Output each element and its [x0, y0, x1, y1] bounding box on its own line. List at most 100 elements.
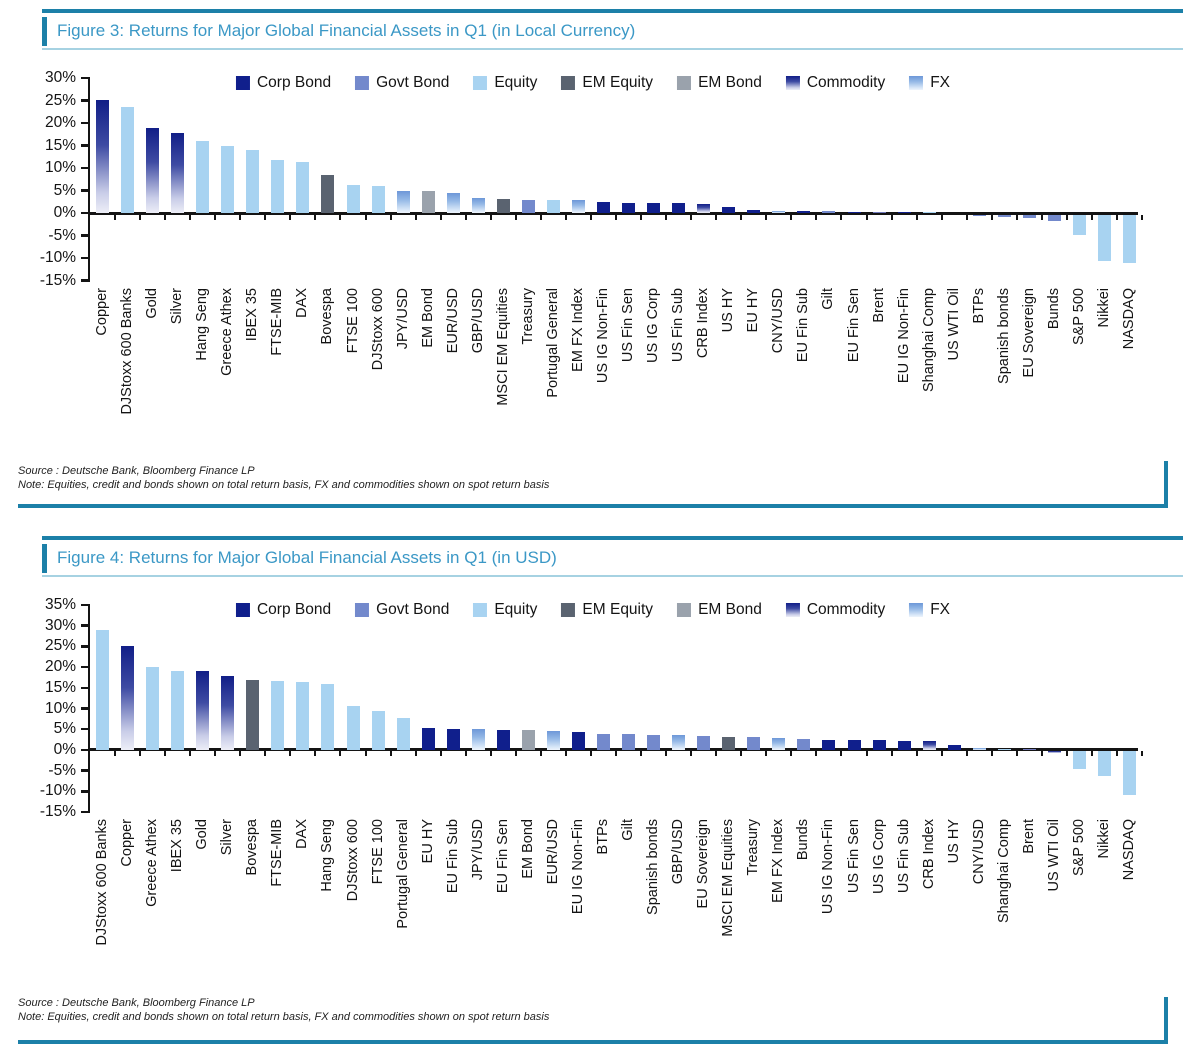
x-axis-tick	[514, 214, 517, 220]
bar-nasdaq	[1123, 751, 1137, 795]
legend-swatch-fx	[909, 603, 924, 617]
x-axis-tick	[1116, 214, 1119, 220]
legend-label: EM Equity	[582, 601, 654, 618]
legend-swatch-fx	[909, 76, 924, 90]
bar-gbp-usd	[672, 735, 686, 750]
y-axis-tick	[81, 99, 90, 102]
y-axis-tick-label: -10%	[39, 782, 76, 800]
y-axis-tick	[81, 211, 90, 215]
bar-btps	[597, 733, 610, 750]
x-axis-tick	[1090, 214, 1093, 220]
legend-swatch-corp_bond	[235, 76, 250, 90]
x-axis-label: CNY/USD	[770, 287, 787, 353]
legend-swatch-commodity	[785, 603, 800, 617]
bar-eu-fin-sen	[496, 729, 510, 750]
x-axis-label: Gold	[194, 819, 211, 850]
x-axis-tick	[865, 751, 868, 757]
y-axis-tick-label: 15%	[44, 136, 76, 154]
bar-djstoxx-600	[371, 186, 385, 213]
x-axis-tick	[1090, 751, 1093, 757]
legend-label: FX	[930, 74, 951, 91]
x-axis-tick	[239, 751, 242, 757]
bar-hang-seng	[196, 140, 210, 213]
legend-label: Govt Bond	[376, 74, 450, 91]
x-axis-tick	[690, 214, 693, 220]
bar-eur-usd	[546, 730, 560, 750]
x-axis-label: EU IG Non-Fin	[895, 287, 912, 383]
y-axis-tick-label: -5%	[48, 226, 76, 244]
bar-crb-index	[922, 741, 936, 750]
bar-hang-seng	[321, 684, 335, 750]
x-axis-label: FTSE 100	[344, 287, 361, 353]
x-axis-tick	[264, 214, 267, 220]
y-axis-tick-label: 30%	[44, 69, 76, 86]
bar-s-p-500	[1072, 751, 1086, 769]
x-axis-tick	[439, 751, 442, 757]
x-axis-label: NASDAQ	[1121, 287, 1138, 349]
bar-gold	[146, 127, 160, 213]
x-axis-label: FTSE 100	[369, 819, 386, 885]
x-axis-label: JPY/USD	[469, 819, 486, 881]
x-axis-tick	[289, 751, 292, 757]
bar-brent	[872, 212, 886, 213]
x-axis-tick	[214, 751, 217, 757]
x-axis-label: Greece Athex	[144, 819, 161, 907]
bar-copper	[121, 646, 135, 750]
x-axis-tick	[1040, 214, 1043, 220]
x-axis-tick	[615, 214, 618, 220]
bar-em-fx-index	[772, 738, 786, 750]
y-axis-tick	[81, 624, 90, 627]
title-accent-bar	[42, 544, 47, 573]
legend-label: Equity	[494, 74, 538, 91]
bar-us-ig-non-fin	[597, 202, 610, 213]
bar-nasdaq	[1123, 214, 1137, 263]
x-axis-tick	[189, 214, 192, 220]
figure3-chart: Corp Bond Govt Bond Equity EM Equity EM Bond…	[0, 58, 1186, 458]
x-axis-tick	[114, 751, 117, 757]
x-axis-tick	[1015, 214, 1018, 220]
y-axis-tick-label: 20%	[44, 658, 76, 676]
y-axis-tick-label: 5%	[53, 720, 76, 738]
x-axis-label: EU Fin Sen	[845, 287, 862, 362]
x-axis-tick	[815, 214, 818, 220]
x-axis-label: IBEX 35	[169, 819, 186, 873]
bar-ftse-100	[346, 185, 360, 213]
bar-em-fx-index	[571, 200, 585, 213]
x-axis-label: CRB Index	[695, 287, 712, 358]
x-axis-tick	[915, 751, 918, 757]
x-axis-tick	[589, 751, 592, 757]
legend-item-equity: Equity	[473, 74, 537, 92]
legend-swatch-commodity	[785, 76, 800, 90]
x-axis-label: DAX	[294, 819, 311, 849]
y-axis-tick	[81, 121, 90, 125]
x-axis-label: Bunds	[795, 819, 812, 861]
y-axis-tick	[81, 790, 90, 793]
x-axis-label: EU Sovereign	[695, 819, 712, 909]
x-axis-label: S&P 500	[1070, 287, 1087, 345]
bar-jpy-usd	[471, 729, 485, 750]
legend-item-fx: FX	[909, 601, 950, 619]
x-axis-label: Nikkei	[1096, 819, 1112, 859]
bar-ibex-35	[171, 670, 185, 750]
bar-treasury	[521, 199, 535, 213]
x-axis-label: US Fin Sub	[895, 819, 912, 894]
x-axis-label: FTSE-MIB	[269, 287, 286, 356]
source-text: Source : Deutsche Bank, Bloomberg Financ…	[18, 997, 255, 1009]
y-axis-tick-label: -15%	[39, 271, 76, 289]
bar-portugal-general	[396, 718, 410, 750]
x-axis-tick	[940, 751, 943, 757]
bar-eu-fin-sub	[446, 728, 460, 750]
x-axis-label: US WTI Oil	[945, 287, 962, 361]
x-axis-tick	[740, 751, 743, 757]
y-axis-tick-label: -15%	[39, 803, 76, 820]
x-axis-tick	[965, 751, 968, 757]
x-axis-label: Spanish bonds	[645, 819, 662, 915]
panel-bottom-rule	[18, 1040, 1168, 1044]
y-axis-tick-label: 15%	[44, 678, 76, 696]
note-text: Note: Equities, credit and bonds shown o…	[18, 1011, 550, 1023]
bar-gold	[196, 671, 210, 750]
figure4-chart: Corp Bond Govt Bond Equity EM Equity EM Bond…	[0, 585, 1186, 985]
legend-label: Govt Bond	[376, 601, 450, 618]
y-axis-tick-label: 20%	[44, 114, 76, 131]
